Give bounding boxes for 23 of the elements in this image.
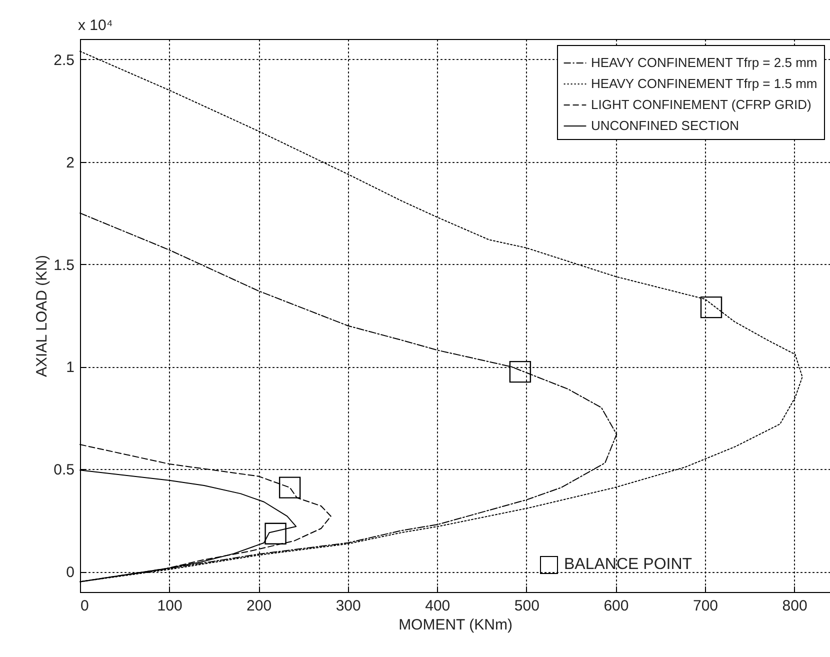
y-tick-label: 0.5 xyxy=(54,462,74,479)
legend-label: HEAVY CONFINEMENT Tfrp = 1.5 mm xyxy=(591,76,818,91)
x-tick-label: 0 xyxy=(80,598,89,614)
x-tick-label: 300 xyxy=(336,598,361,614)
legend-label: UNCONFINED SECTION xyxy=(591,118,740,133)
text: x 10⁴ xyxy=(78,17,113,34)
legend-label: LIGHT CONFINEMENT (CFRP GRID) xyxy=(591,97,812,112)
x-tick-label: 100 xyxy=(157,598,182,614)
legend-label: HEAVY CONFINEMENT Tfrp = 2.5 mm xyxy=(591,55,818,70)
x-tick-label: 800 xyxy=(782,598,808,614)
y-tick-label: 1 xyxy=(66,359,74,376)
legend-label: BALANCE POINT xyxy=(564,556,692,574)
x-tick-label: 500 xyxy=(514,598,540,614)
y-tick-label: 2.5 xyxy=(54,52,74,69)
x-tick-label: 400 xyxy=(425,598,450,614)
x-tick-label: 600 xyxy=(604,598,629,614)
y-tick-label: 2 xyxy=(66,154,74,172)
x-tick-label: 700 xyxy=(692,598,718,614)
x-axis-title: MOMENT (KNm) xyxy=(398,616,512,634)
y-axis-title: AXIAL LOAD (KN) xyxy=(34,255,51,377)
x-tick-label: 200 xyxy=(246,598,272,614)
y-tick-label: 1.5 xyxy=(54,256,74,274)
y-tick-label: 0 xyxy=(66,564,74,582)
